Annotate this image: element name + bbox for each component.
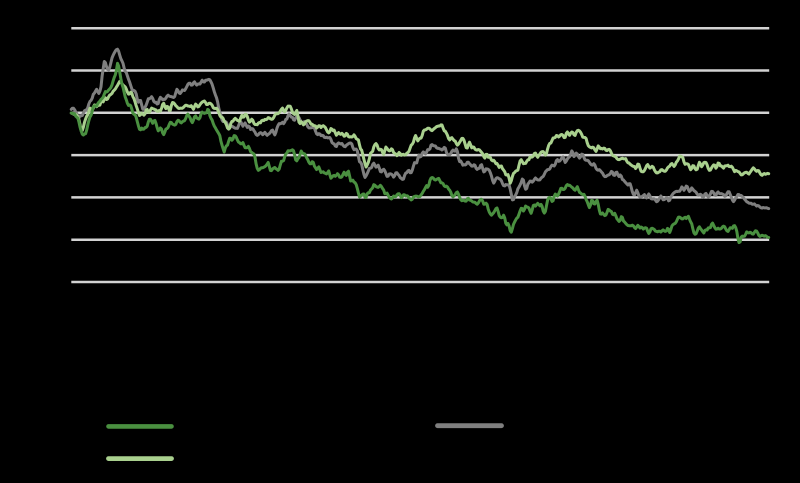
svg-text:MSCI ACWI: MSCI ACWI: [516, 418, 596, 435]
svg-text:Feb-16: Feb-16: [503, 332, 520, 380]
svg-text:20: 20: [19, 269, 46, 296]
svg-text:Jun-14: Jun-14: [67, 332, 84, 378]
svg-text:Feb-17: Feb-17: [765, 332, 782, 380]
svg-text:Oct-16: Oct-16: [677, 332, 694, 377]
svg-text:100: 100: [6, 100, 46, 127]
svg-text:80: 80: [19, 142, 46, 169]
svg-text:Dec-15: Dec-15: [459, 332, 476, 380]
svg-text:Aug-15: Aug-15: [372, 332, 389, 380]
svg-text:Aug-14: Aug-14: [111, 332, 128, 380]
svg-text:60: 60: [19, 184, 46, 211]
svg-text:Jun-15: Jun-15: [329, 332, 346, 378]
svg-text:40: 40: [19, 227, 46, 254]
svg-text:120: 120: [6, 58, 46, 85]
svg-text:Feb-15: Feb-15: [241, 332, 258, 380]
svg-text:MSCI China: MSCI China: [187, 418, 269, 435]
svg-text:Oct-14: Oct-14: [154, 332, 171, 377]
svg-text:Jun-16: Jun-16: [590, 332, 607, 378]
svg-text:Dec-14: Dec-14: [198, 332, 215, 380]
svg-text:MSCI China A Onshore: MSCI China A Onshore: [187, 450, 342, 467]
svg-text:Dec-16: Dec-16: [721, 332, 738, 380]
svg-text:Oct-15: Oct-15: [416, 332, 433, 377]
svg-text:0: 0: [33, 311, 46, 338]
svg-text:Aug-16: Aug-16: [634, 332, 651, 380]
svg-text:Apr-16: Apr-16: [547, 332, 564, 377]
svg-text:Apr-15: Apr-15: [285, 332, 302, 377]
svg-text:140: 140: [6, 15, 46, 42]
